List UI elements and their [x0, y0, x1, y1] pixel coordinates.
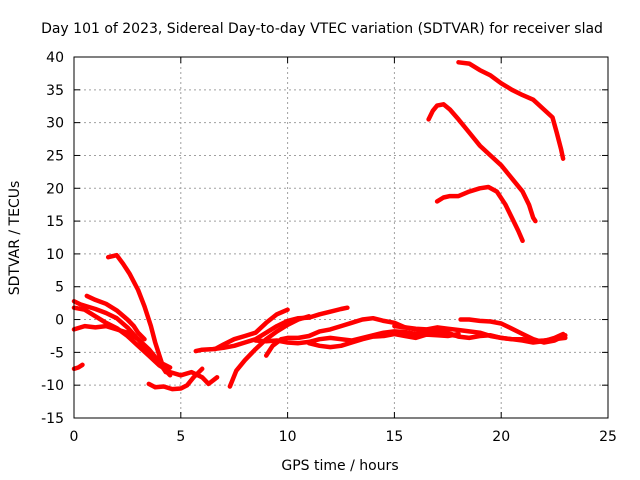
y-tick-label: 20 [46, 181, 64, 197]
series-line-arc-7 [146, 366, 205, 392]
y-tick-label: 40 [46, 50, 64, 66]
y-tick-label: 30 [46, 116, 64, 132]
chart-title: Day 101 of 2023, Sidereal Day-to-day VTE… [41, 21, 603, 37]
y-tick-label: 5 [55, 280, 64, 296]
x-tick-label: 20 [492, 429, 510, 445]
x-axis-label: GPS time / hours [281, 458, 398, 474]
series-line-arc-17 [434, 184, 525, 244]
series-line-arc-1 [71, 362, 85, 372]
series-line-arc-16 [426, 102, 538, 224]
y-tick-label: -10 [41, 378, 64, 394]
series-line-arc-6 [105, 252, 173, 378]
series-line-arc-15 [458, 317, 568, 345]
series-line-arc-13 [306, 331, 461, 350]
y-tick-label: -15 [41, 411, 64, 427]
x-tick-label: 0 [70, 429, 79, 445]
grid [74, 57, 608, 418]
y-tick-label: 15 [46, 214, 64, 230]
y-tick-label: 25 [46, 148, 64, 164]
y-axis-label: SDTVAR / TECUs [7, 181, 23, 296]
x-tick-label: 10 [279, 429, 297, 445]
series-line-arc-18 [456, 60, 566, 161]
x-tick-label: 5 [176, 429, 185, 445]
series-line-arc-9 [212, 307, 290, 352]
y-tick-label: 10 [46, 247, 64, 263]
y-tick-label: 35 [46, 83, 64, 99]
series-line-arc-5 [84, 293, 147, 342]
series-line-arc-3 [71, 305, 220, 387]
x-tick-label: 25 [599, 429, 617, 445]
series-line-arc-4 [71, 323, 169, 375]
data-series [71, 60, 568, 392]
y-tick-label: -5 [50, 345, 64, 361]
axis-ticks: 0 5 10 15 20 25 -15 -10 -5 0 5 10 15 20 25 30 35 40 [41, 50, 617, 445]
x-tick-label: 15 [385, 429, 403, 445]
plot-area [73, 56, 609, 419]
y-tick-label: 0 [55, 313, 64, 329]
